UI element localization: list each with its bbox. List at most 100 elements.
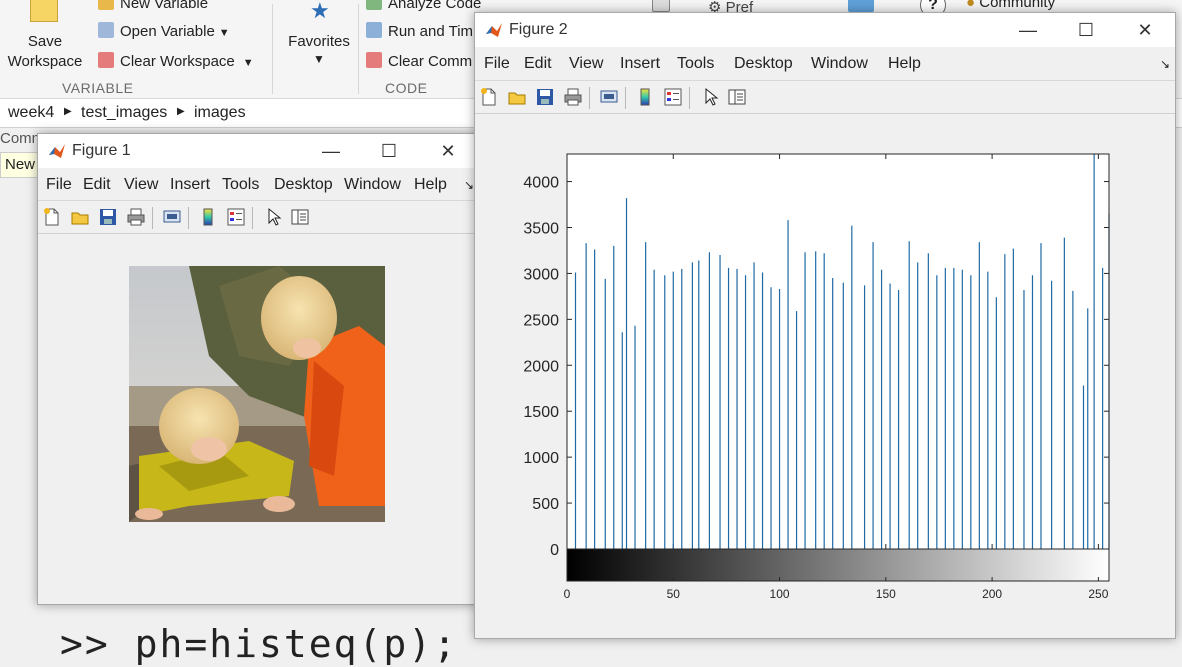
- toolbar-separator: [252, 207, 253, 229]
- new-variable-label: New Variable: [120, 0, 209, 12]
- new-figure-icon[interactable]: [479, 87, 499, 107]
- favorites-label: Favorites: [288, 33, 350, 50]
- x-tick-label: 150: [876, 587, 896, 601]
- maximize-button[interactable]: ☐: [380, 141, 398, 161]
- clear-workspace-label: Clear Workspace: [120, 53, 235, 70]
- command-line[interactable]: >> ph=histeq(p);: [60, 622, 459, 666]
- menu-insert[interactable]: Insert: [170, 176, 211, 193]
- breadcrumb-item[interactable]: test_images: [81, 104, 168, 121]
- menu-file[interactable]: File: [46, 176, 72, 193]
- ribbon-separator: [358, 4, 359, 94]
- y-tick-label: 0: [550, 542, 559, 559]
- menu-help[interactable]: Help: [888, 55, 921, 72]
- figure-1-menubar: File Edit View Insert Tools Desktop Wind…: [38, 172, 479, 200]
- figure-2-menubar: File Edit View Insert Tools Desktop Wind…: [475, 51, 1175, 79]
- open-variable-icon: [98, 22, 114, 38]
- insert-legend-icon[interactable]: [226, 207, 246, 227]
- community-button[interactable]: ● Community: [966, 0, 1055, 11]
- maximize-button[interactable]: ☐: [1077, 20, 1095, 40]
- chevron-right-icon: ▶: [177, 106, 185, 117]
- breadcrumb-item[interactable]: week4: [8, 104, 55, 121]
- menu-edit[interactable]: Edit: [524, 55, 552, 72]
- menu-file[interactable]: File: [484, 55, 510, 72]
- clear-commands-button[interactable]: Clear Comm: [366, 52, 472, 70]
- clear-workspace-button[interactable]: Clear Workspace ▼: [98, 52, 254, 70]
- children-photo-image: [129, 266, 385, 522]
- breadcrumb-item[interactable]: images: [194, 104, 246, 121]
- matlab-logo-icon: [486, 23, 502, 37]
- toolbar-separator: [625, 87, 626, 109]
- menu-view[interactable]: View: [569, 55, 604, 72]
- toolbar-separator: [152, 207, 153, 229]
- property-inspector-icon[interactable]: [290, 207, 310, 227]
- edit-plot-arrow-icon[interactable]: [264, 207, 284, 227]
- print-icon[interactable]: [563, 87, 583, 107]
- close-button[interactable]: ✕: [1137, 20, 1153, 40]
- toolbar-separator: [589, 87, 590, 109]
- menu-window[interactable]: Window: [344, 176, 401, 193]
- clear-commands-icon: [366, 52, 382, 68]
- run-and-time-label: Run and Tim: [388, 23, 474, 40]
- link-plot-icon[interactable]: [599, 87, 619, 107]
- open-file-icon[interactable]: [70, 207, 90, 227]
- figure-1-titlebar[interactable]: Figure 1 — ☐ ✕: [38, 134, 479, 168]
- command-window-title: Comm: [0, 130, 45, 147]
- new-variable-button[interactable]: New Variable: [98, 0, 208, 12]
- y-tick-label: 2000: [523, 358, 559, 375]
- new-to-matlab-banner[interactable]: New: [0, 152, 44, 178]
- insert-colorbar-icon[interactable]: [635, 87, 655, 107]
- menu-edit[interactable]: Edit: [83, 176, 111, 193]
- layout-button[interactable]: [652, 0, 676, 14]
- insert-legend-icon[interactable]: [663, 87, 683, 107]
- menu-desktop[interactable]: Desktop: [274, 176, 333, 193]
- menu-help[interactable]: Help: [414, 176, 447, 193]
- y-tick-label: 3000: [523, 266, 559, 283]
- y-tick-label: 3500: [523, 220, 559, 237]
- section-code-label: CODE: [385, 80, 428, 96]
- y-tick-label: 2500: [523, 312, 559, 329]
- save-label-2: Workspace: [7, 53, 83, 70]
- figure-2-titlebar[interactable]: Figure 2 — ☐ ✕: [475, 13, 1175, 47]
- menu-tools[interactable]: Tools: [677, 55, 715, 72]
- x-tick-label: 50: [667, 587, 681, 601]
- menu-tools[interactable]: Tools: [222, 176, 260, 193]
- figure-1-window: Figure 1 — ☐ ✕ File Edit View Insert Too…: [37, 133, 480, 605]
- toolbar-separator: [689, 87, 690, 109]
- dock-arrow-icon[interactable]: ↘: [464, 178, 475, 192]
- y-tick-label: 500: [532, 496, 559, 513]
- y-tick-label: 1500: [523, 404, 559, 421]
- histogram-plot[interactable]: 0 500 1000 1500 2000 2500 3000 3500 4000 0 50 100 15…: [475, 13, 1175, 638]
- menu-window[interactable]: Window: [811, 55, 868, 72]
- print-icon[interactable]: [126, 207, 146, 227]
- save-workspace-button[interactable]: Save Workspace: [0, 0, 90, 74]
- clear-commands-label: Clear Comm: [388, 53, 473, 70]
- figure-2-title: Figure 2: [509, 21, 568, 38]
- menu-desktop[interactable]: Desktop: [734, 55, 793, 72]
- grayscale-colorbar: [566, 548, 1110, 582]
- ribbon-separator: [272, 4, 273, 94]
- dock-arrow-icon[interactable]: ↘: [1160, 57, 1171, 71]
- run-and-time-icon: [366, 22, 382, 38]
- open-variable-button[interactable]: Open Variable ▼: [98, 22, 230, 40]
- property-inspector-icon[interactable]: [727, 87, 747, 107]
- menu-view[interactable]: View: [124, 176, 159, 193]
- menu-insert[interactable]: Insert: [620, 55, 661, 72]
- matlab-logo-icon: [49, 144, 65, 158]
- minimize-button[interactable]: —: [322, 141, 340, 161]
- analyze-code-label: Analyze Code: [388, 0, 482, 12]
- close-button[interactable]: ✕: [440, 141, 456, 161]
- new-figure-icon[interactable]: [42, 207, 62, 227]
- x-tick-label: 0: [564, 587, 571, 601]
- link-plot-icon[interactable]: [162, 207, 182, 227]
- open-file-icon[interactable]: [507, 87, 527, 107]
- save-icon[interactable]: [535, 87, 555, 107]
- save-workspace-icon: [30, 0, 58, 22]
- run-and-time-button[interactable]: Run and Tim: [366, 22, 473, 40]
- insert-colorbar-icon[interactable]: [198, 207, 218, 227]
- add-ons-button[interactable]: [848, 0, 880, 14]
- dropdown-arrow-icon: ▼: [242, 57, 254, 69]
- minimize-button[interactable]: —: [1019, 20, 1037, 40]
- save-icon[interactable]: [98, 207, 118, 227]
- analyze-code-button[interactable]: Analyze Code: [366, 0, 481, 12]
- edit-plot-arrow-icon[interactable]: [701, 87, 721, 107]
